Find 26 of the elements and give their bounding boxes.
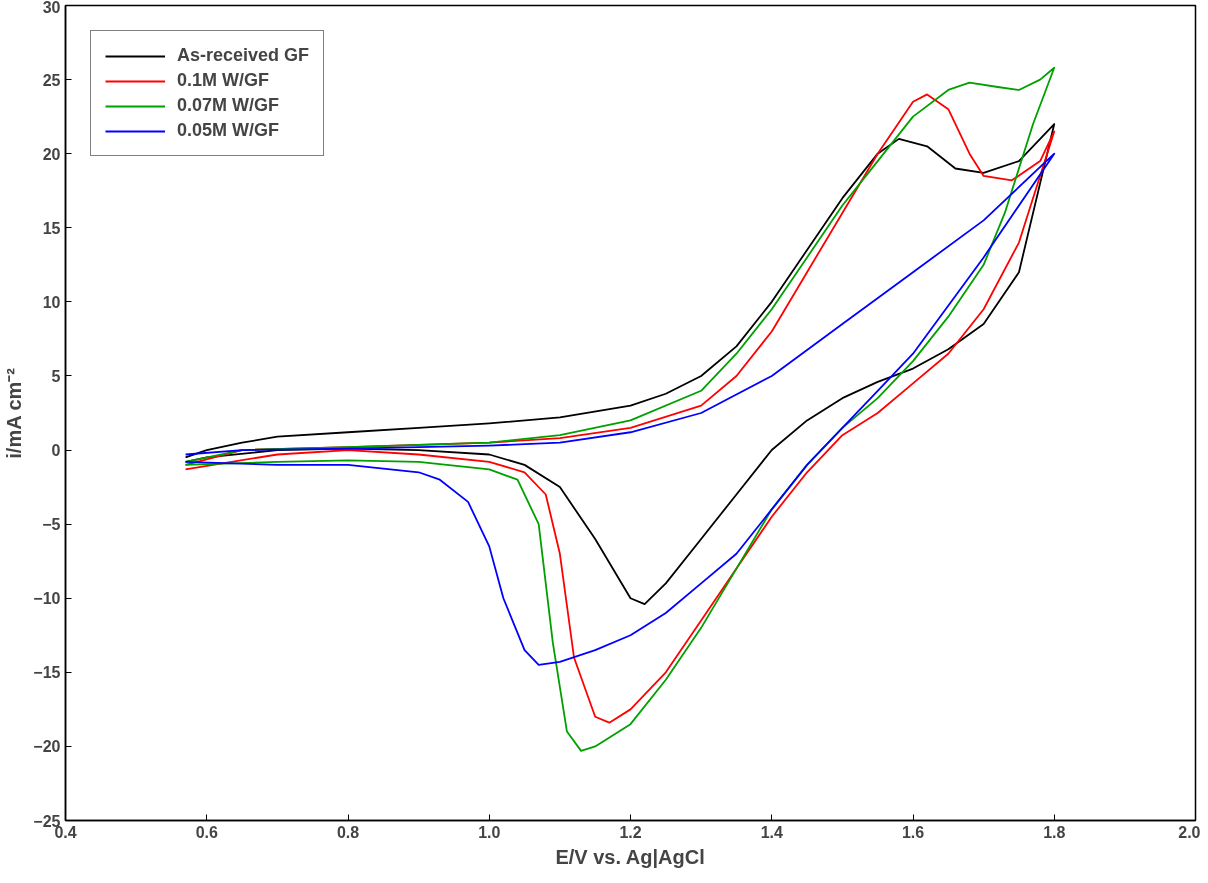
x-tick-label: 1.4: [760, 823, 783, 841]
legend-label: 0.1M W/GF: [177, 70, 270, 91]
x-tick-label: 0.6: [195, 823, 218, 841]
x-tick-label: 2.0: [1178, 823, 1201, 841]
line-series: [184, 152, 1056, 666]
y-tick-label: 15: [42, 219, 61, 237]
y-tick-label: 20: [42, 145, 61, 163]
x-axis-title: E/V vs. Ag|AgCl: [555, 845, 705, 868]
y-tick-label: 10: [42, 293, 61, 311]
x-tick-label: 1.2: [619, 823, 642, 841]
y-tick-label: 5: [51, 367, 61, 385]
y-axis-title: i/mA cm⁻²: [3, 367, 26, 459]
x-tick-label: 1.8: [1043, 823, 1066, 841]
y-tick-label: 30: [42, 0, 61, 16]
y-tick-label: −20: [33, 738, 61, 756]
legend-label: 0.07M W/GF: [177, 95, 280, 116]
y-tick-label: −10: [33, 590, 61, 608]
y-tick-label: −5: [42, 516, 61, 534]
x-tick-label: 1.6: [901, 823, 925, 841]
x-tick-label: 0.8: [336, 823, 360, 841]
legend-label: 0.05M W/GF: [177, 120, 280, 141]
legend-label: As-received GF: [177, 45, 310, 66]
y-tick-label: 25: [42, 71, 61, 89]
y-tick-label: 0: [51, 442, 61, 460]
y-tick-label: −15: [33, 664, 61, 682]
x-tick-label: 1.0: [478, 823, 501, 841]
